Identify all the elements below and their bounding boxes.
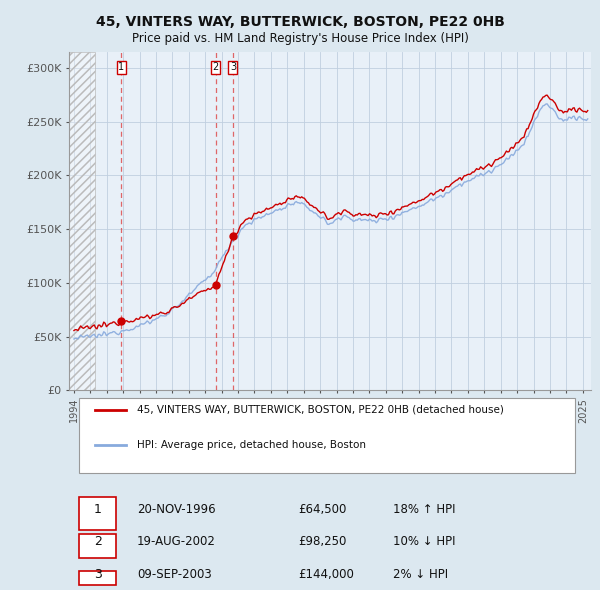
Text: HPI: Average price, detached house, Boston: HPI: Average price, detached house, Bost…: [137, 440, 366, 450]
Text: 2: 2: [212, 62, 219, 72]
45, VINTERS WAY, BUTTERWICK, BOSTON, PE22 0HB (detached house): [70, 327, 77, 334]
Bar: [69, 52, 95, 390]
FancyBboxPatch shape: [79, 534, 116, 558]
45, VINTERS WAY, BUTTERWICK, BOSTON, PE22 0HB (detached house): [301, 195, 308, 202]
Text: 2% ↓ HPI: 2% ↓ HPI: [392, 568, 448, 581]
Text: 3: 3: [94, 568, 101, 581]
Text: 45, VINTERS WAY, BUTTERWICK, BOSTON, PE22 0HB (detached house): 45, VINTERS WAY, BUTTERWICK, BOSTON, PE2…: [137, 405, 504, 415]
Text: 20-NOV-1996: 20-NOV-1996: [137, 503, 215, 516]
45, VINTERS WAY, BUTTERWICK, BOSTON, PE22 0HB (detached house): [584, 107, 592, 114]
45, VINTERS WAY, BUTTERWICK, BOSTON, PE22 0HB (detached house): [452, 177, 460, 184]
Text: 3: 3: [230, 62, 236, 72]
45, VINTERS WAY, BUTTERWICK, BOSTON, PE22 0HB (detached house): [377, 209, 384, 217]
FancyBboxPatch shape: [79, 571, 116, 585]
HPI: Average price, detached house, Boston: (2.02e+03, 1.9e+05): Average price, detached house, Boston: (…: [452, 183, 460, 190]
Line: 45, VINTERS WAY, BUTTERWICK, BOSTON, PE22 0HB (detached house): 45, VINTERS WAY, BUTTERWICK, BOSTON, PE2…: [74, 95, 588, 330]
HPI: Average price, detached house, Boston: (1.99e+03, 4.77e+04): Average price, detached house, Boston: (…: [74, 336, 82, 343]
HPI: Average price, detached house, Boston: (2.01e+03, 1.6e+05): Average price, detached house, Boston: (…: [377, 215, 384, 222]
Text: £98,250: £98,250: [299, 535, 347, 548]
HPI: Average price, detached house, Boston: (2e+03, 7.09e+04): Average price, detached house, Boston: (…: [164, 310, 171, 317]
Text: 09-SEP-2003: 09-SEP-2003: [137, 568, 212, 581]
FancyBboxPatch shape: [79, 497, 116, 530]
HPI: Average price, detached house, Boston: (2.02e+03, 1.95e+05): Average price, detached house, Boston: (…: [465, 177, 472, 184]
HPI: Average price, detached house, Boston: (2.03e+03, 2.53e+05): Average price, detached house, Boston: (…: [584, 115, 592, 122]
Text: 19-AUG-2002: 19-AUG-2002: [137, 535, 216, 548]
Text: 1: 1: [94, 503, 101, 516]
Text: 10% ↓ HPI: 10% ↓ HPI: [392, 535, 455, 548]
Text: £64,500: £64,500: [299, 503, 347, 516]
45, VINTERS WAY, BUTTERWICK, BOSTON, PE22 0HB (detached house): [74, 327, 82, 334]
HPI: Average price, detached house, Boston: (1.99e+03, 4.77e+04): Average price, detached house, Boston: (…: [70, 336, 77, 343]
Text: 1: 1: [118, 62, 125, 72]
HPI: Average price, detached house, Boston: (2.01e+03, 1.6e+05): Average price, detached house, Boston: (…: [355, 215, 362, 222]
Bar: [69, 52, 95, 390]
45, VINTERS WAY, BUTTERWICK, BOSTON, PE22 0HB (detached house): [355, 210, 362, 217]
45, VINTERS WAY, BUTTERWICK, BOSTON, PE22 0HB (detached house): [544, 91, 551, 99]
45, VINTERS WAY, BUTTERWICK, BOSTON, PE22 0HB (detached house): [465, 171, 472, 178]
Text: 2: 2: [94, 535, 101, 548]
Text: £144,000: £144,000: [299, 568, 355, 581]
Line: HPI: Average price, detached house, Boston: HPI: Average price, detached house, Bost…: [74, 104, 588, 339]
Text: 18% ↑ HPI: 18% ↑ HPI: [392, 503, 455, 516]
Text: 45, VINTERS WAY, BUTTERWICK, BOSTON, PE22 0HB: 45, VINTERS WAY, BUTTERWICK, BOSTON, PE2…: [95, 15, 505, 29]
45, VINTERS WAY, BUTTERWICK, BOSTON, PE22 0HB (detached house): [164, 309, 171, 316]
HPI: Average price, detached house, Boston: (2.02e+03, 2.67e+05): Average price, detached house, Boston: (…: [544, 100, 551, 107]
Text: Price paid vs. HM Land Registry's House Price Index (HPI): Price paid vs. HM Land Registry's House …: [131, 32, 469, 45]
Bar: [69, 52, 95, 390]
FancyBboxPatch shape: [79, 398, 575, 473]
HPI: Average price, detached house, Boston: (2.01e+03, 1.73e+05): Average price, detached house, Boston: (…: [301, 201, 308, 208]
